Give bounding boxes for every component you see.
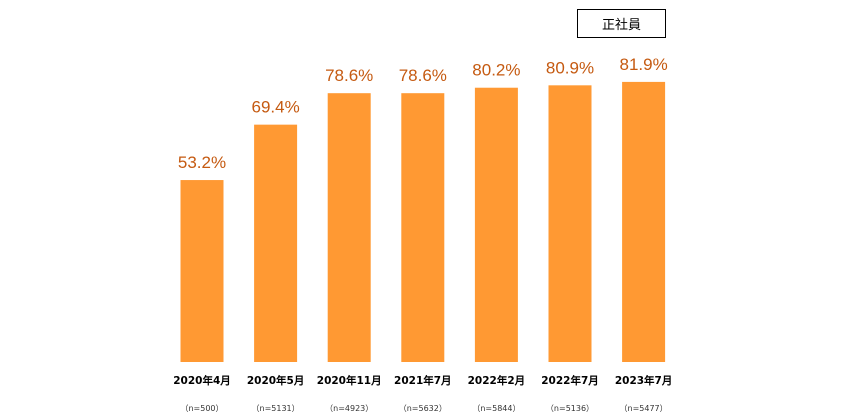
value-label-0: 53.2% bbox=[178, 153, 226, 172]
category-label-5: 2022年7月 bbox=[541, 374, 599, 387]
sample-size-label-2: （n=4923） bbox=[325, 404, 373, 413]
bar-3 bbox=[401, 93, 445, 363]
category-labels-group: 2020年4月 2020年5月 2020年11月 2021年7月 2022年2月 2022… bbox=[173, 374, 672, 387]
sample-size-label-0: （n=500） bbox=[180, 404, 223, 413]
sample-size-label-6: （n=5477） bbox=[620, 404, 668, 413]
value-label-5: 80.9% bbox=[546, 58, 594, 77]
category-label-0: 2020年4月 bbox=[173, 374, 231, 387]
sample-size-label-3: （n=5632） bbox=[399, 404, 447, 413]
bars-group bbox=[180, 81, 666, 363]
sample-size-labels-group: （n=500） （n=5131） （n=4923） （n=5632） （n=5844） （… bbox=[180, 404, 667, 413]
value-labels-group: 53.2% 69.4% 78.6% 78.6% 80.2% 80.9% 81.9% bbox=[178, 55, 668, 172]
value-label-4: 80.2% bbox=[472, 61, 520, 80]
category-label-6: 2023年7月 bbox=[615, 374, 673, 387]
legend-label: 正社員 bbox=[601, 18, 641, 33]
sample-size-label-1: （n=5131） bbox=[252, 404, 300, 413]
bar-2 bbox=[327, 93, 371, 363]
bar-5 bbox=[548, 85, 592, 363]
value-label-2: 78.6% bbox=[325, 66, 373, 85]
bar-6 bbox=[622, 81, 666, 362]
bar-1 bbox=[254, 124, 298, 362]
category-label-4: 2022年2月 bbox=[468, 374, 526, 387]
sample-size-label-5: （n=5136） bbox=[546, 404, 594, 413]
category-label-3: 2021年7月 bbox=[394, 374, 452, 387]
value-label-1: 69.4% bbox=[251, 98, 299, 117]
value-label-6: 81.9% bbox=[619, 55, 667, 74]
bar-4 bbox=[474, 87, 518, 362]
category-label-2: 2020年11月 bbox=[317, 374, 382, 387]
sample-size-label-4: （n=5844） bbox=[472, 404, 520, 413]
legend: 正社員 bbox=[577, 9, 666, 38]
bar-0 bbox=[180, 180, 224, 362]
category-label-1: 2020年5月 bbox=[247, 374, 305, 387]
value-label-3: 78.6% bbox=[399, 66, 447, 85]
